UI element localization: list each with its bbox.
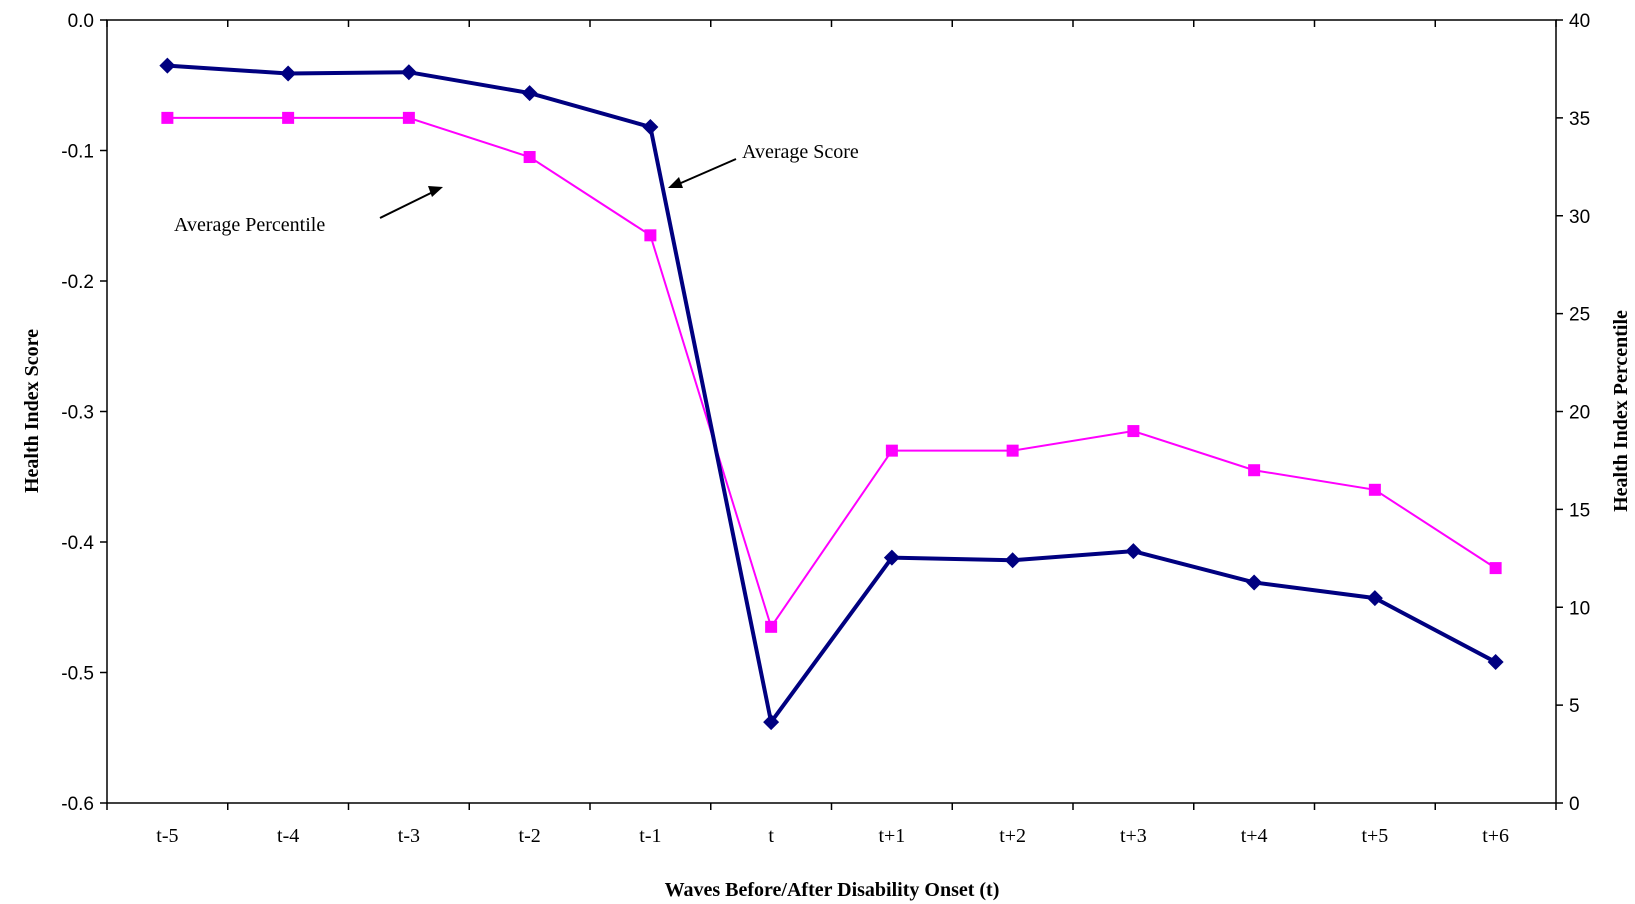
annotation-arrow-score (673, 158, 737, 187)
y-left-axis: 0.0 -0.1 -0.2 -0.3 -0.4 -0.5 -0.6 (61, 11, 107, 815)
x-tick-label: t-1 (639, 825, 661, 847)
data-point-diamond (1246, 574, 1263, 591)
y-left-tick-label: -0.3 (61, 403, 94, 424)
annotation-average-score: Average Score (668, 141, 859, 188)
annotation-arrowhead-score (668, 177, 683, 188)
y-right-tick-label: 25 (1569, 305, 1590, 326)
y-left-tick-label: -0.5 (61, 664, 94, 685)
data-point-square (1368, 483, 1381, 496)
y-right-tick-label: 15 (1569, 500, 1590, 521)
x-axis-title: Waves Before/After Disability Onset (t) (665, 879, 1000, 901)
annotation-average-percentile: Average Percentile (174, 186, 443, 236)
x-tick-label: t-2 (519, 825, 541, 847)
y-left-tick-label: -0.1 (61, 142, 94, 163)
data-point-diamond (280, 65, 297, 82)
data-point-diamond (1125, 543, 1142, 560)
x-tick-label: t (768, 825, 774, 847)
annotation-arrowhead-percentile (428, 186, 443, 197)
data-point-square (282, 111, 295, 124)
y-left-tick-label: -0.6 (61, 794, 94, 815)
series-percentile (161, 111, 1502, 633)
annotation-arrow-percentile (379, 189, 438, 219)
data-point-square (161, 111, 174, 124)
data-point-square (644, 229, 657, 242)
y-left-tick-label: -0.4 (61, 533, 94, 554)
data-point-diamond (159, 57, 176, 74)
data-point-diamond (883, 549, 900, 566)
data-point-diamond (1366, 590, 1383, 607)
x-axis: t-5 t-4 t-3 t-2 t-1 t t+1 t+2 t+3 t+4 t+5 t+6 (106, 20, 1557, 847)
x-tick-label: t+4 (1241, 825, 1268, 847)
y-right-tick-label: 0 (1569, 794, 1580, 815)
y-right-tick-label: 30 (1569, 207, 1590, 228)
data-point-square (1127, 425, 1140, 438)
x-tick-label: t-4 (277, 825, 299, 847)
x-tick-label: t+2 (999, 825, 1026, 847)
x-tick-label: t-5 (156, 825, 178, 847)
data-point-square (765, 620, 778, 633)
x-tick-label: t+6 (1482, 825, 1509, 847)
data-point-square (1489, 562, 1502, 575)
y-right-axis-title: Health Index Percentile (1610, 310, 1632, 512)
y-right-tick-label: 10 (1569, 598, 1590, 619)
data-point-square (523, 151, 536, 164)
y-right-tick-label: 35 (1569, 109, 1590, 130)
y-left-tick-label: 0.0 (68, 11, 94, 32)
data-point-diamond (1487, 654, 1504, 671)
data-point-diamond (1004, 552, 1021, 569)
y-right-axis: 40 35 30 25 20 15 10 5 0 (1556, 11, 1590, 815)
y-left-tick-label: -0.2 (61, 272, 94, 293)
data-point-square (885, 444, 898, 457)
data-point-diamond (400, 64, 417, 81)
y-right-tick-label: 20 (1569, 403, 1590, 424)
plot-area-frame (106, 19, 1557, 804)
data-point-square (402, 111, 415, 124)
annotation-label-average-score: Average Score (742, 141, 859, 163)
data-point-diamond (521, 85, 538, 102)
annotation-label-average-percentile: Average Percentile (174, 214, 325, 236)
x-tick-label: t+1 (878, 825, 905, 847)
data-point-diamond (763, 714, 780, 731)
series-line (167, 63, 1497, 727)
y-left-axis-title: Health Index Score (21, 329, 43, 493)
x-tick-label: t+3 (1120, 825, 1147, 847)
y-right-tick-label: 5 (1569, 696, 1580, 717)
y-right-tick-label: 40 (1569, 11, 1590, 32)
data-point-diamond (642, 119, 659, 136)
x-tick-label: t+5 (1361, 825, 1388, 847)
x-tick-label: t-3 (398, 825, 420, 847)
series-score (159, 57, 1504, 731)
data-point-square (1248, 464, 1261, 477)
data-point-square (1006, 444, 1019, 457)
series-layer (159, 57, 1504, 731)
series-line (167, 116, 1497, 630)
